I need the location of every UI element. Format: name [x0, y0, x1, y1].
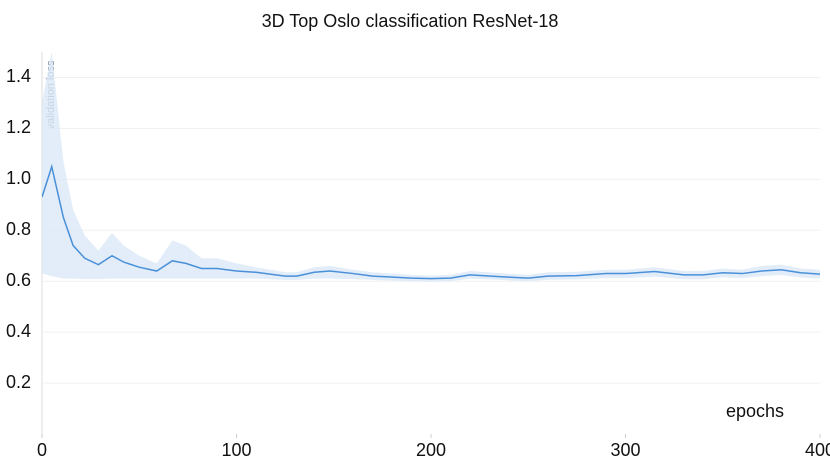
x-tick-label: 300 [610, 440, 640, 460]
y-tick-label: 1.2 [6, 117, 31, 137]
series-line [42, 163, 820, 280]
y-tick-label: 0.4 [6, 321, 31, 341]
y-tick-label: 0.6 [6, 270, 31, 290]
x-tick-label: 400 [805, 440, 830, 460]
y-tick-label: 1.0 [6, 168, 31, 188]
x-tick-label: 100 [221, 440, 251, 460]
confidence-band [42, 52, 820, 282]
y-tick-label: 0.2 [6, 372, 31, 392]
x-tick-label: 200 [416, 440, 446, 460]
chart-title: 3D Top Oslo classification ResNet-18 [262, 11, 559, 31]
x-axis-label: epochs [726, 401, 784, 421]
x-tick-label: 0 [37, 440, 47, 460]
y-tick-label: 0.8 [6, 219, 31, 239]
y-tick-label: 1.4 [6, 66, 31, 86]
